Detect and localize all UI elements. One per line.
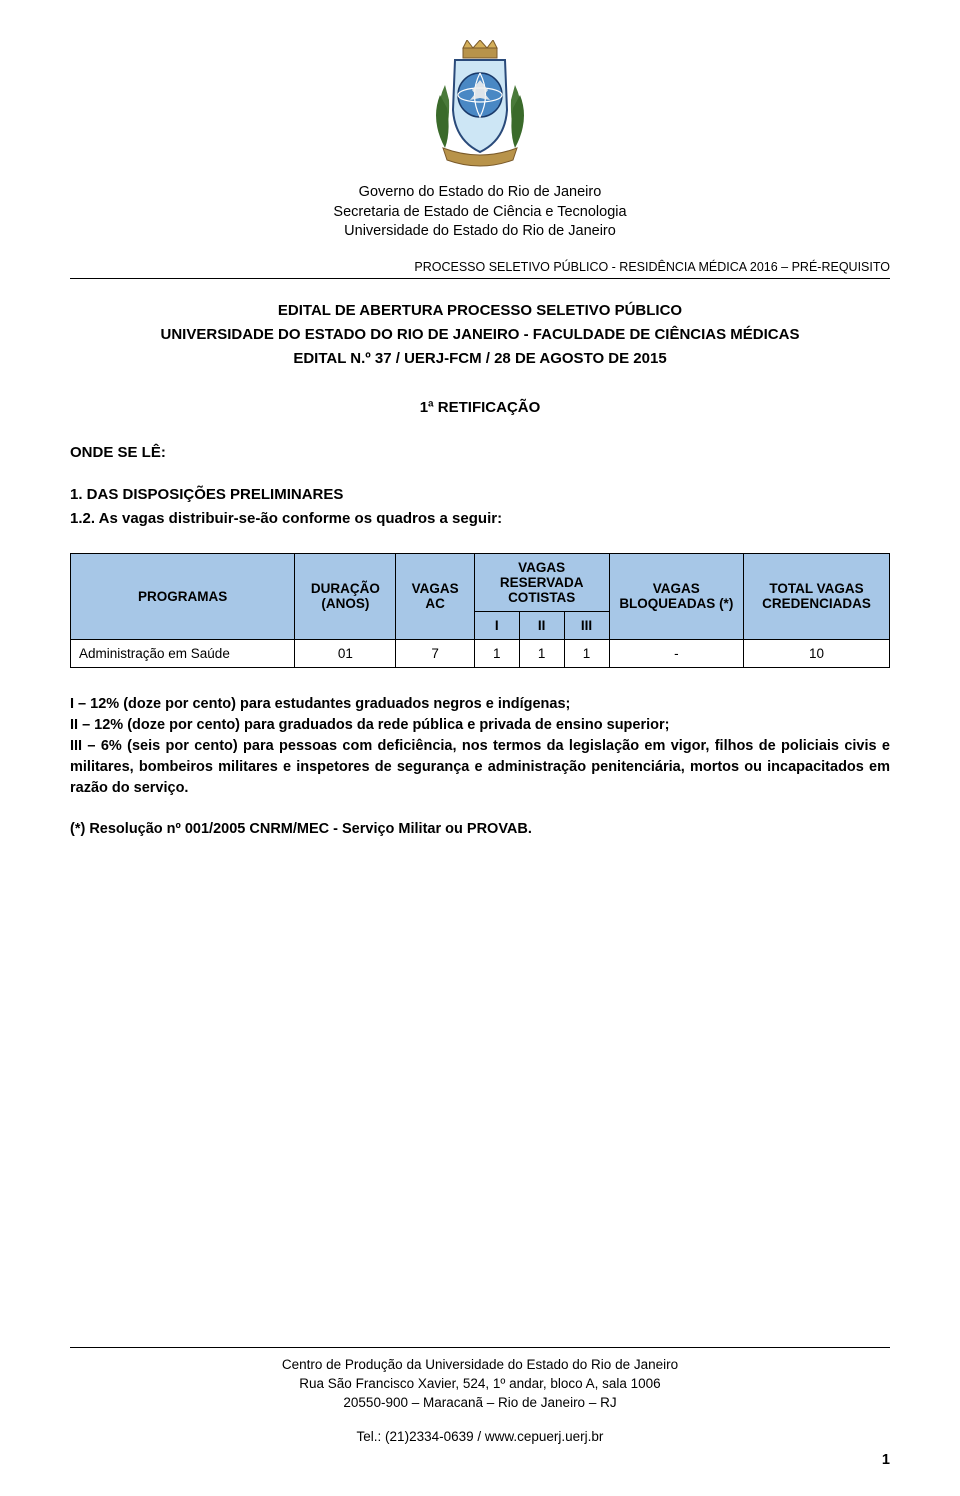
- page-footer: Centro de Produção da Universidade do Es…: [70, 1347, 890, 1468]
- cell-duracao: 01: [295, 639, 396, 667]
- col-duracao: DURAÇÃO (ANOS): [295, 553, 396, 639]
- cell-ii: 1: [519, 639, 564, 667]
- col-vagas-ac: VAGAS AC: [396, 553, 475, 639]
- onde-se-le-label: ONDE SE LÊ:: [70, 444, 890, 461]
- edital-title-block: EDITAL DE ABERTURA PROCESSO SELETIVO PÚB…: [70, 299, 890, 371]
- processo-seletivo-label: PROCESSO SELETIVO PÚBLICO - RESIDÊNCIA M…: [70, 260, 890, 274]
- header-line-2: Secretaria de Estado de Ciência e Tecnol…: [70, 203, 890, 223]
- disposicoes-line-2: 1.2. As vagas distribuir-se-ão conforme …: [70, 507, 890, 531]
- rj-coat-of-arms-icon: [425, 40, 535, 170]
- col-total: TOTAL VAGAS CREDENCIADAS: [744, 553, 890, 639]
- header-line-1: Governo do Estado do Rio de Janeiro: [70, 183, 890, 203]
- cell-total: 10: [744, 639, 890, 667]
- table-header-row-1: PROGRAMAS DURAÇÃO (ANOS) VAGAS AC VAGAS …: [71, 553, 890, 611]
- col-sub-iii: III: [564, 611, 609, 639]
- col-sub-i: I: [474, 611, 519, 639]
- col-reservada: VAGAS RESERVADA COTISTAS: [474, 553, 609, 611]
- footer-tel: Tel.: (21)2334-0639 / www.cepuerj.uerj.b…: [70, 1429, 890, 1444]
- footer-line-1: Centro de Produção da Universidade do Es…: [70, 1356, 890, 1375]
- disposicoes-block: 1. DAS DISPOSIÇÕES PRELIMINARES 1.2. As …: [70, 483, 890, 531]
- col-sub-ii: II: [519, 611, 564, 639]
- footer-line-3: 20550-900 – Maracanã – Rio de Janeiro – …: [70, 1394, 890, 1413]
- resolucao-note: (*) Resolução nº 001/2005 CNRM/MEC - Ser…: [70, 821, 890, 837]
- col-bloqueadas: VAGAS BLOQUEADAS (*): [609, 553, 744, 639]
- page-number: 1: [70, 1452, 890, 1468]
- cell-programa: Administração em Saúde: [71, 639, 295, 667]
- cell-ac: 7: [396, 639, 475, 667]
- state-logo: [70, 40, 890, 173]
- retificacao-label: 1ª RETIFICAÇÃO: [70, 399, 890, 416]
- vagas-table: PROGRAMAS DURAÇÃO (ANOS) VAGAS AC VAGAS …: [70, 553, 890, 668]
- col-programas: PROGRAMAS: [71, 553, 295, 639]
- table-row: Administração em Saúde 01 7 1 1 1 - 10: [71, 639, 890, 667]
- cell-i: 1: [474, 639, 519, 667]
- header-divider: [70, 278, 890, 279]
- header-org-lines: Governo do Estado do Rio de Janeiro Secr…: [70, 183, 890, 242]
- explain-block: I – 12% (doze por cento) para estudantes…: [70, 694, 890, 799]
- disposicoes-line-1: 1. DAS DISPOSIÇÕES PRELIMINARES: [70, 483, 890, 507]
- footer-line-2: Rua São Francisco Xavier, 524, 1º andar,…: [70, 1375, 890, 1394]
- header-line-3: Universidade do Estado do Rio de Janeiro: [70, 222, 890, 242]
- edital-line-2: UNIVERSIDADE DO ESTADO DO RIO DE JANEIRO…: [70, 323, 890, 347]
- edital-line-1: EDITAL DE ABERTURA PROCESSO SELETIVO PÚB…: [70, 299, 890, 323]
- footer-divider: [70, 1347, 890, 1348]
- edital-line-3: EDITAL N.º 37 / UERJ-FCM / 28 DE AGOSTO …: [70, 347, 890, 371]
- cell-bloq: -: [609, 639, 744, 667]
- cell-iii: 1: [564, 639, 609, 667]
